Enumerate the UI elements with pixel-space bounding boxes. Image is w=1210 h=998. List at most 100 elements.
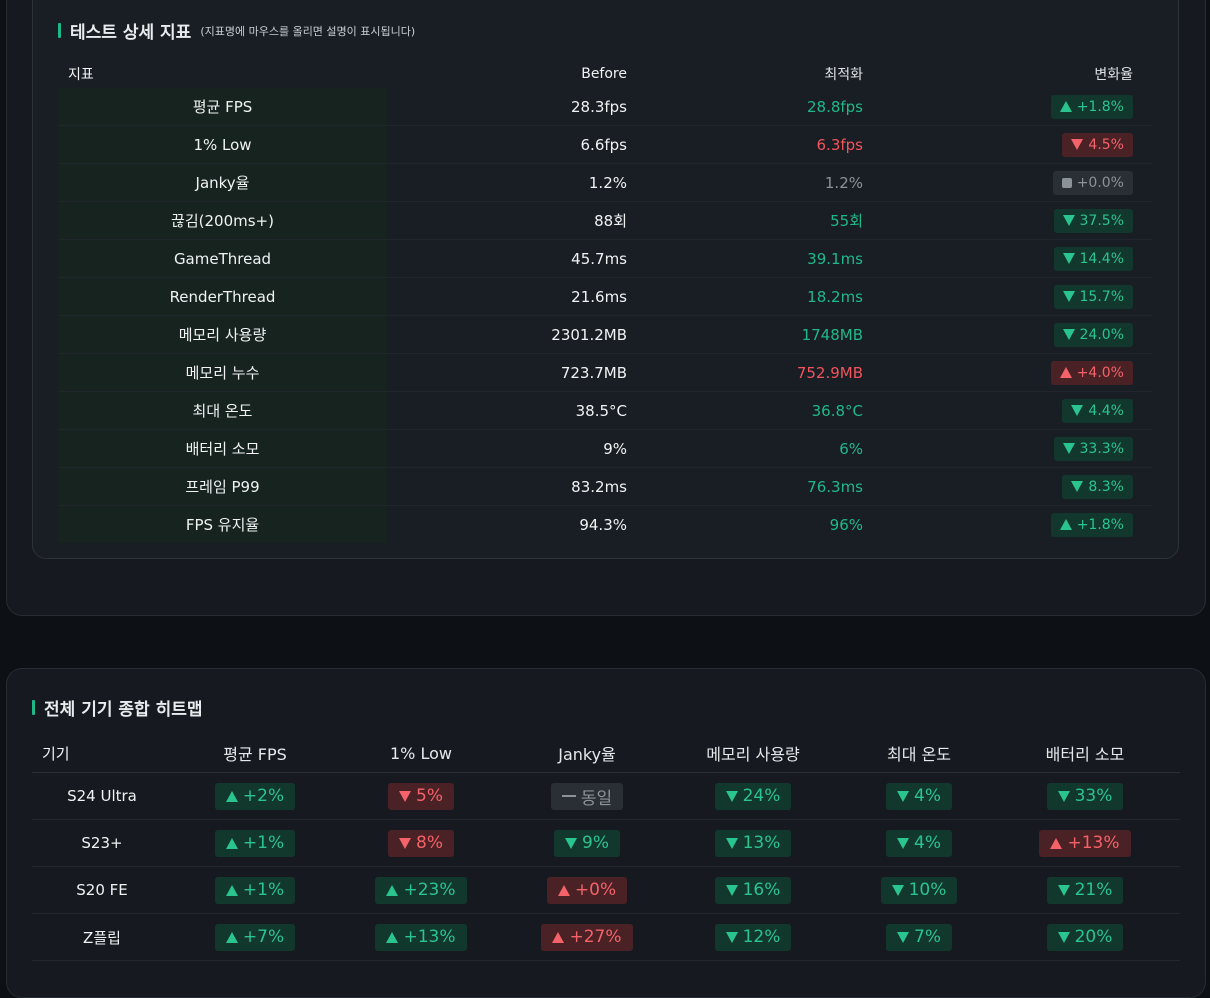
heatmap-badge: 4% bbox=[886, 782, 952, 810]
metric-name[interactable]: 배터리 소모 bbox=[58, 430, 387, 467]
metric-before-value: 2301.2MB bbox=[551, 325, 627, 344]
triangle-up-icon bbox=[225, 931, 238, 943]
triangle-down-icon bbox=[1057, 931, 1070, 943]
triangle-down-icon bbox=[891, 884, 904, 896]
metric-table-body: 평균 FPS 28.3fps 28.8fps +1.8% 1% Low 6.6fps 6.3… bbox=[58, 88, 1153, 543]
heatmap-badge-text: +23% bbox=[403, 880, 456, 900]
triangle-down-icon bbox=[1057, 884, 1070, 896]
metric-name[interactable]: 끊김(200ms+) bbox=[58, 202, 387, 239]
heatmap-badge-text: 21% bbox=[1074, 880, 1113, 900]
triangle-up-icon bbox=[386, 931, 399, 943]
metric-optimized-value: 6% bbox=[839, 439, 863, 458]
metric-name[interactable]: 프레임 P99 bbox=[58, 468, 387, 505]
heatmap-cell: 16% bbox=[670, 876, 836, 904]
metric-name[interactable]: 평균 FPS bbox=[58, 88, 387, 125]
heatmap-badge: 33% bbox=[1046, 782, 1124, 810]
heatmap-badge: 16% bbox=[714, 876, 792, 904]
heatmap-body: S24 Ultra +2% 5% 동일 24% 4% 33% S23+ +1% 8% 9% 13% 4%… bbox=[32, 773, 1180, 961]
metric-name[interactable]: Janky율 bbox=[58, 164, 387, 201]
change-text: +0.0% bbox=[1076, 174, 1124, 191]
heatmap-cell: +27% bbox=[504, 923, 670, 951]
heatmap-header-metric: 메모리 사용량 bbox=[706, 745, 800, 764]
detail-section-title: 테스트 상세 지표 (지표명에 마우스를 올리면 설명이 표시됩니다) bbox=[58, 18, 415, 43]
heatmap-cell: 9% bbox=[504, 829, 670, 857]
metric-optimized-value: 36.8°C bbox=[811, 401, 863, 420]
heatmap-badge-text: 24% bbox=[742, 786, 781, 806]
change-badge: 4.5% bbox=[1062, 132, 1133, 157]
heatmap-cell: 8% bbox=[338, 829, 504, 857]
change-badge: 15.7% bbox=[1053, 284, 1133, 309]
triangle-down-icon bbox=[1057, 790, 1070, 802]
heatmap-badge-text: 5% bbox=[416, 786, 443, 806]
metric-optimized-value: 96% bbox=[829, 515, 863, 534]
metric-change-cell: +4.0% bbox=[863, 360, 1143, 385]
header-change: 변화율 bbox=[1094, 67, 1133, 83]
metric-optimized-value: 76.3ms bbox=[807, 477, 863, 496]
title-accent-bar bbox=[58, 23, 61, 38]
metric-table-header: 지표 Before 최적화 변화율 bbox=[58, 60, 1153, 88]
metric-name[interactable]: RenderThread bbox=[58, 278, 387, 315]
heatmap-badge-text: 7% bbox=[914, 927, 941, 947]
heatmap-badge: +23% bbox=[375, 876, 467, 904]
change-text: +1.8% bbox=[1076, 516, 1124, 533]
metric-name[interactable]: FPS 유지율 bbox=[58, 506, 387, 543]
metric-change-cell: 37.5% bbox=[863, 208, 1143, 233]
heatmap-cell: 13% bbox=[670, 829, 836, 857]
heatmap-header: 기기 평균 FPS 1% Low Janky율 메모리 사용량 최대 온도 배터리 소모 bbox=[32, 734, 1180, 773]
metric-before-value: 88회 bbox=[594, 212, 627, 230]
metric-optimized-value: 1748MB bbox=[801, 325, 863, 344]
triangle-down-icon bbox=[725, 931, 738, 943]
metric-row: 메모리 사용량 2301.2MB 1748MB 24.0% bbox=[58, 316, 1153, 354]
metric-optimized-value: 39.1ms bbox=[807, 249, 863, 268]
metric-name[interactable]: 메모리 누수 bbox=[58, 354, 387, 391]
change-text: +4.0% bbox=[1076, 364, 1124, 381]
triangle-up-icon bbox=[225, 837, 238, 849]
metric-optimized-value: 55회 bbox=[830, 212, 863, 230]
change-badge: +0.0% bbox=[1052, 170, 1133, 195]
heatmap-badge-text: +13% bbox=[1067, 833, 1120, 853]
heatmap-cell: 5% bbox=[338, 782, 504, 810]
heatmap-cell: 20% bbox=[1002, 923, 1168, 951]
metric-name[interactable]: 메모리 사용량 bbox=[58, 316, 387, 353]
metric-change-cell: 4.4% bbox=[863, 398, 1143, 423]
heatmap-badge-text: 동일 bbox=[580, 788, 613, 809]
change-badge: 33.3% bbox=[1053, 436, 1133, 461]
metric-name[interactable]: GameThread bbox=[58, 240, 387, 277]
metric-row: 최대 온도 38.5°C 36.8°C 4.4% bbox=[58, 392, 1153, 430]
triangle-down-icon bbox=[1071, 481, 1084, 492]
heatmap-row: S23+ +1% 8% 9% 13% 4% +13% bbox=[32, 820, 1180, 867]
metric-name[interactable]: 1% Low bbox=[58, 126, 387, 163]
metric-row: RenderThread 21.6ms 18.2ms 15.7% bbox=[58, 278, 1153, 316]
triangle-down-icon bbox=[1071, 139, 1084, 150]
triangle-up-icon bbox=[225, 790, 238, 802]
metric-optimized-value: 752.9MB bbox=[796, 363, 863, 382]
heatmap-cell: 21% bbox=[1002, 876, 1168, 904]
heatmap-badge-text: +1% bbox=[242, 880, 285, 900]
metric-optimized-value: 18.2ms bbox=[807, 287, 863, 306]
heatmap-cell: 33% bbox=[1002, 782, 1168, 810]
metric-change-cell: 14.4% bbox=[863, 246, 1143, 271]
metric-table: 지표 Before 최적화 변화율 평균 FPS 28.3fps 28.8fps +1… bbox=[58, 60, 1153, 543]
triangle-up-icon bbox=[1050, 837, 1063, 849]
triangle-down-icon bbox=[399, 790, 411, 802]
heatmap-cell: 4% bbox=[836, 829, 1002, 857]
triangle-down-icon bbox=[897, 790, 909, 802]
change-text: 4.4% bbox=[1088, 402, 1124, 419]
heatmap-badge-text: +13% bbox=[403, 927, 456, 947]
heatmap-row: S20 FE +1% +23% +0% 16% 10% 21% bbox=[32, 867, 1180, 914]
heatmap-header-metric: 1% Low bbox=[390, 743, 452, 763]
change-text: 4.5% bbox=[1088, 136, 1124, 153]
heatmap-badge-text: 13% bbox=[742, 833, 781, 853]
change-text: 33.3% bbox=[1079, 440, 1124, 457]
heatmap-device-name: S20 FE bbox=[76, 881, 128, 899]
triangle-down-icon bbox=[399, 837, 411, 849]
metric-change-cell: 15.7% bbox=[863, 284, 1143, 309]
heatmap-badge-text: 33% bbox=[1074, 786, 1113, 806]
change-badge: 24.0% bbox=[1053, 322, 1133, 347]
metric-before-value: 6.6fps bbox=[580, 135, 627, 154]
triangle-up-icon bbox=[225, 884, 238, 896]
metric-name[interactable]: 최대 온도 bbox=[58, 392, 387, 429]
heatmap-cell: +13% bbox=[338, 923, 504, 951]
dash-icon bbox=[561, 795, 576, 797]
metric-optimized-value: 1.2% bbox=[824, 173, 863, 192]
